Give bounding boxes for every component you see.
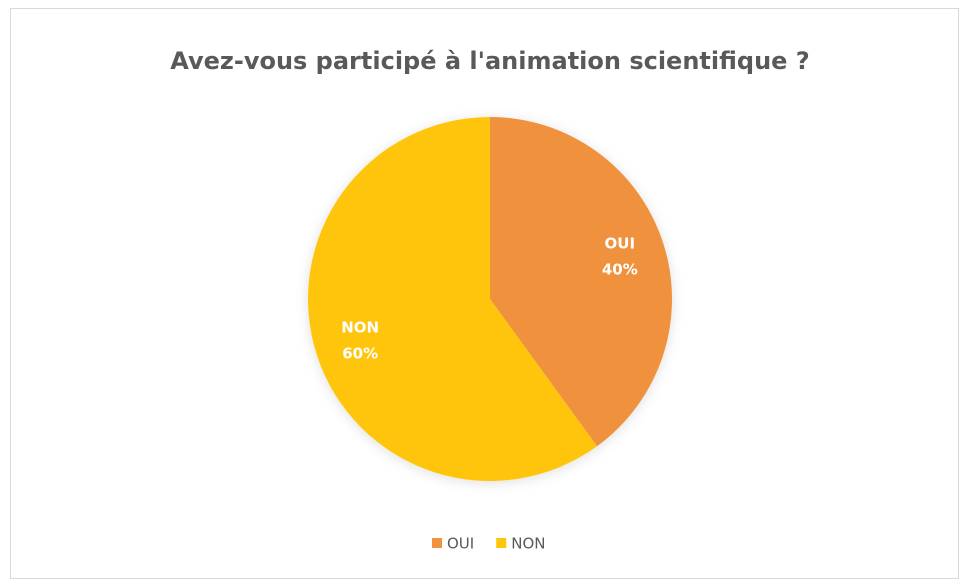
slice-category-label: NON xyxy=(341,319,379,337)
slice-category-label: OUI xyxy=(605,234,636,252)
legend-label: OUI xyxy=(447,535,474,553)
legend-label: NON xyxy=(511,535,545,553)
legend-swatch xyxy=(496,538,507,548)
slice-value-label: 60% xyxy=(342,345,378,363)
pie xyxy=(308,117,672,481)
chart-title: Avez-vous participé à l'animation scient… xyxy=(170,47,809,75)
legend-swatch xyxy=(432,538,442,548)
slice-value-label: 40% xyxy=(602,260,638,278)
pie-slice xyxy=(490,117,672,447)
pie-slice xyxy=(308,117,597,481)
